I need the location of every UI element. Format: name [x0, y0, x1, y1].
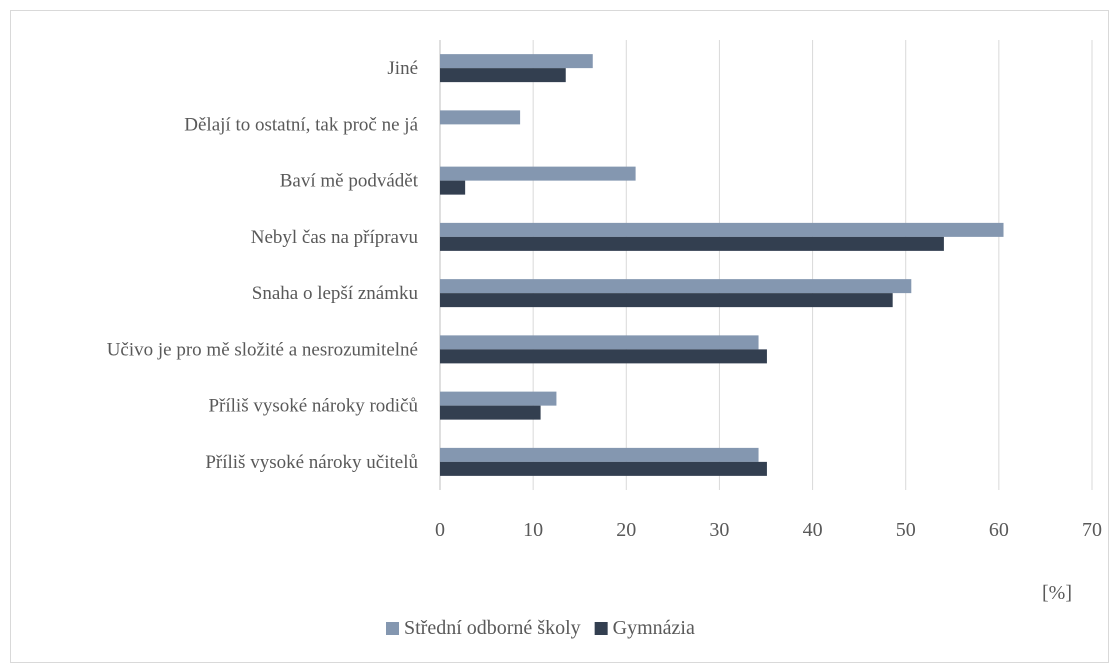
bar-gymnazia: [440, 180, 466, 195]
bar-gymnazia: [440, 461, 767, 476]
bar-gymnazia: [440, 405, 541, 420]
category-label: Dělají to ostatní, tak proč ne já: [184, 114, 418, 135]
legend: Střední odborné školy Gymnázia: [386, 617, 695, 639]
legend-swatch: [386, 622, 399, 635]
category-labels: Příliš vysoké nároky učitelů Příliš vysok…: [107, 58, 419, 473]
category-label: Příliš vysoké nároky rodičů: [208, 396, 418, 417]
bar-stredni-odborne-skoly: [440, 54, 593, 69]
x-tick-label: 10: [523, 519, 543, 541]
x-tick-labels: 0 10 20 30 40 50 60 70: [435, 519, 1102, 541]
x-tick-label: 40: [803, 519, 823, 541]
bars: [440, 54, 1004, 476]
legend-label: Střední odborné školy: [404, 617, 581, 639]
x-tick-label: 20: [616, 519, 636, 541]
bar-stredni-odborne-skoly: [440, 222, 1004, 237]
x-tick-label: 60: [989, 519, 1009, 541]
legend-label: Gymnázia: [613, 617, 695, 639]
x-unit-label: [%]: [1042, 582, 1072, 604]
bar-stredni-odborne-skoly: [440, 335, 759, 350]
x-tick-label: 70: [1082, 519, 1102, 541]
legend-swatch: [594, 622, 608, 635]
category-label: Nebyl čas na přípravu: [251, 227, 419, 248]
bar-gymnazia: [440, 349, 767, 364]
category-label: Baví mě podvádět: [280, 171, 419, 192]
category-label: Jiné: [387, 58, 418, 79]
bar-stredni-odborne-skoly: [440, 110, 521, 125]
x-tick-label: 50: [896, 519, 916, 541]
bar-stredni-odborne-skoly: [440, 391, 557, 406]
gridlines: [439, 40, 1093, 490]
bar-stredni-odborne-skoly: [440, 447, 759, 462]
category-label: Snaha o lepší známku: [252, 283, 419, 304]
bar-gymnazia: [440, 293, 893, 308]
x-tick-label: 0: [435, 519, 445, 541]
bar-stredni-odborne-skoly: [440, 279, 912, 294]
category-label: Učivo je pro mě složité a nesrozumitelné: [107, 339, 418, 360]
x-tick-label: 30: [709, 519, 729, 541]
bar-gymnazia: [440, 68, 566, 83]
category-label: Příliš vysoké nároky učitelů: [205, 452, 418, 473]
bar-stredni-odborne-skoly: [440, 166, 636, 181]
bar-gymnazia: [440, 236, 944, 251]
